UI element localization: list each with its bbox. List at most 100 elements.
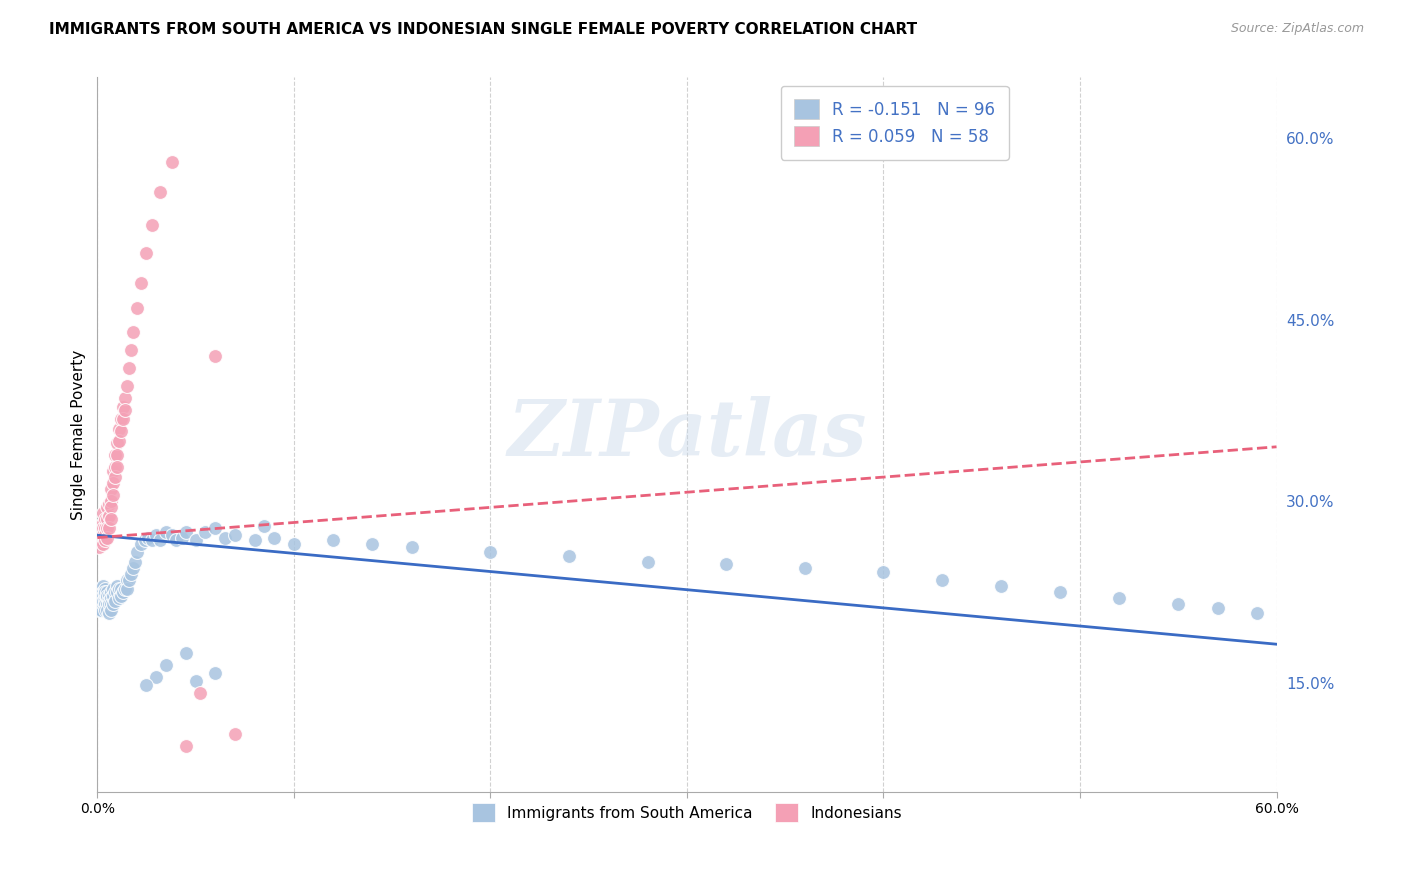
Point: [101, 597, 124, 611]
Point: [108, 582, 131, 596]
Point: [125, 545, 148, 559]
Point: [104, 460, 127, 475]
Point: [105, 579, 128, 593]
Point: [90, 603, 112, 617]
Point: [224, 528, 246, 542]
Point: [931, 573, 953, 587]
Point: [121, 561, 143, 575]
Point: [149, 186, 172, 200]
Point: [89, 521, 111, 535]
Point: [114, 582, 136, 596]
Point: [96, 585, 118, 599]
Point: [118, 573, 141, 587]
Point: [89, 585, 111, 599]
Point: [94, 603, 117, 617]
Point: [108, 591, 131, 606]
Point: [121, 325, 143, 339]
Point: [96, 603, 118, 617]
Point: [96, 521, 118, 535]
Point: [91, 521, 114, 535]
Point: [716, 558, 738, 572]
Point: [1246, 606, 1268, 620]
Point: [479, 545, 502, 559]
Point: [115, 573, 138, 587]
Point: [110, 412, 132, 426]
Point: [204, 521, 226, 535]
Point: [94, 597, 117, 611]
Point: [1167, 597, 1189, 611]
Point: [184, 673, 207, 688]
Point: [91, 537, 114, 551]
Point: [105, 585, 128, 599]
Point: [89, 591, 111, 606]
Point: [135, 678, 157, 692]
Point: [94, 593, 117, 607]
Point: [401, 541, 423, 555]
Text: IMMIGRANTS FROM SOUTH AMERICA VS INDONESIAN SINGLE FEMALE POVERTY CORRELATION CH: IMMIGRANTS FROM SOUTH AMERICA VS INDONES…: [49, 22, 917, 37]
Point: [145, 528, 167, 542]
Point: [135, 246, 157, 260]
Point: [111, 585, 134, 599]
Point: [104, 585, 127, 599]
Point: [174, 739, 197, 753]
Point: [174, 646, 197, 660]
Point: [98, 606, 121, 620]
Point: [100, 494, 122, 508]
Point: [111, 400, 134, 414]
Point: [89, 597, 111, 611]
Point: [90, 524, 112, 539]
Point: [114, 392, 136, 406]
Point: [91, 593, 114, 607]
Point: [184, 533, 207, 547]
Point: [96, 531, 118, 545]
Point: [90, 582, 112, 596]
Point: [100, 603, 122, 617]
Point: [91, 589, 114, 603]
Point: [108, 422, 131, 436]
Point: [1108, 591, 1130, 606]
Point: [91, 528, 114, 542]
Point: [104, 593, 127, 607]
Point: [155, 657, 177, 672]
Point: [141, 533, 163, 547]
Point: [125, 301, 148, 315]
Point: [204, 349, 226, 363]
Point: [1049, 585, 1071, 599]
Point: [322, 533, 344, 547]
Point: [118, 361, 141, 376]
Point: [990, 579, 1012, 593]
Point: [145, 670, 167, 684]
Point: [283, 537, 305, 551]
Point: [91, 516, 114, 530]
Point: [89, 541, 111, 555]
Point: [110, 424, 132, 438]
Point: [91, 597, 114, 611]
Point: [89, 533, 111, 547]
Text: Source: ZipAtlas.com: Source: ZipAtlas.com: [1230, 22, 1364, 36]
Point: [100, 512, 122, 526]
Point: [101, 464, 124, 478]
Point: [96, 500, 118, 515]
Point: [129, 277, 152, 291]
Point: [94, 585, 117, 599]
Point: [149, 533, 172, 547]
Point: [98, 521, 121, 535]
Point: [263, 531, 285, 545]
Point: [94, 533, 117, 547]
Point: [90, 518, 112, 533]
Legend: Immigrants from South America, Indonesians: Immigrants from South America, Indonesia…: [460, 791, 914, 834]
Point: [1206, 600, 1229, 615]
Point: [89, 603, 111, 617]
Point: [243, 533, 266, 547]
Point: [129, 537, 152, 551]
Point: [104, 448, 127, 462]
Point: [94, 528, 117, 542]
Point: [91, 585, 114, 599]
Point: [91, 591, 114, 606]
Point: [104, 470, 127, 484]
Point: [101, 589, 124, 603]
Point: [253, 518, 276, 533]
Point: [90, 597, 112, 611]
Point: [100, 482, 122, 496]
Point: [110, 582, 132, 596]
